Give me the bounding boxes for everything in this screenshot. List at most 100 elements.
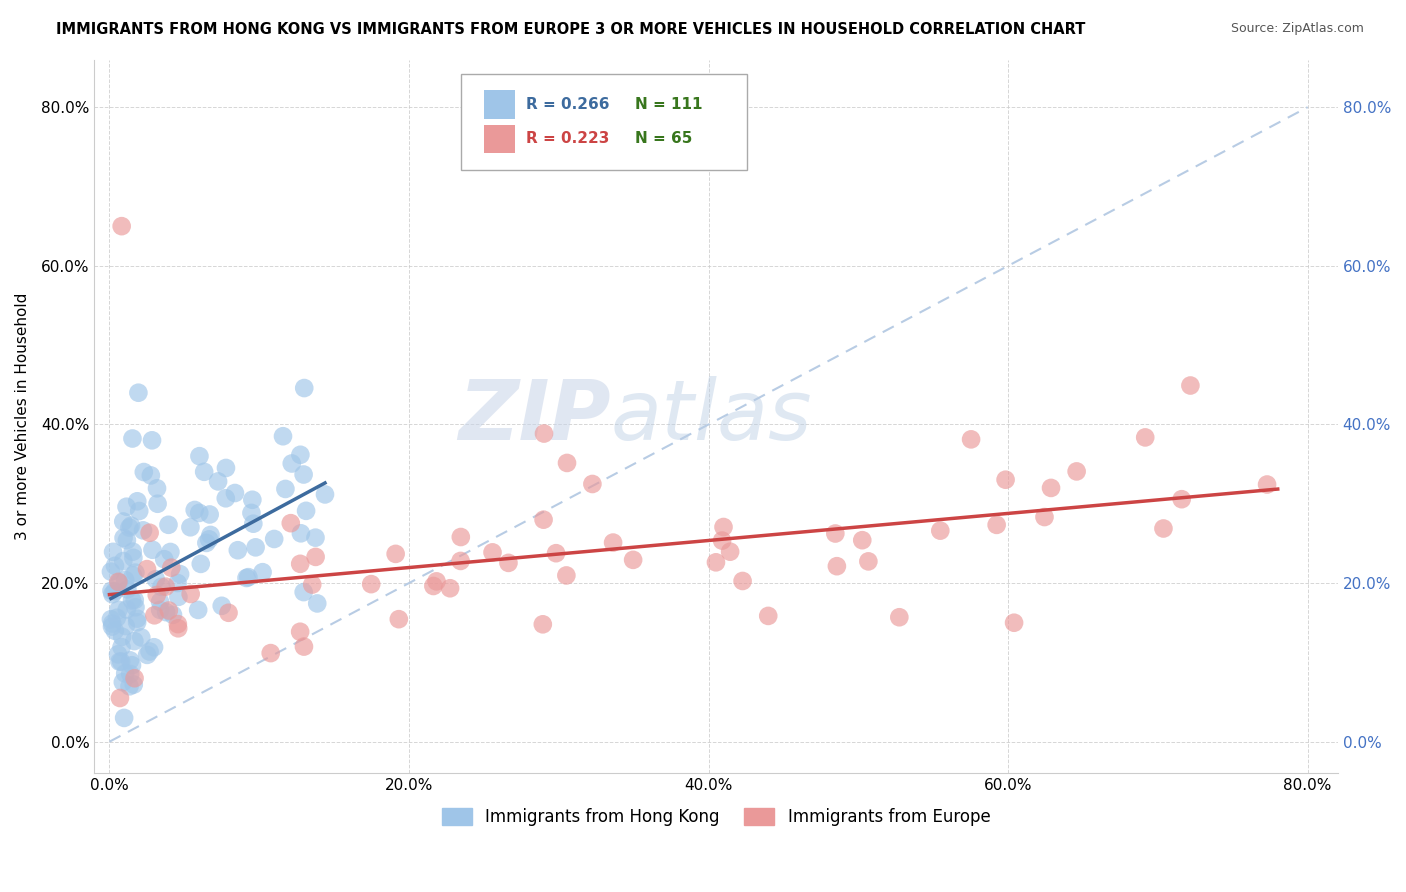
Point — [602, 535, 624, 549]
Point — [218, 606, 240, 620]
Point — [155, 605, 177, 619]
Point — [188, 506, 211, 520]
Point — [198, 533, 221, 547]
Point — [929, 524, 952, 538]
Point — [215, 461, 238, 475]
Point — [224, 486, 246, 500]
Point — [498, 556, 520, 570]
Point — [533, 426, 555, 441]
Point — [139, 468, 162, 483]
Point — [118, 653, 141, 667]
Point — [555, 456, 578, 470]
Point — [187, 603, 209, 617]
Point — [159, 545, 181, 559]
Point — [238, 570, 260, 584]
Point — [1180, 378, 1202, 392]
Text: R = 0.223: R = 0.223 — [526, 131, 609, 146]
Point — [533, 513, 555, 527]
Text: N = 111: N = 111 — [636, 97, 703, 112]
Point — [263, 532, 285, 546]
Point — [111, 675, 134, 690]
Point — [889, 610, 911, 624]
Point — [112, 531, 135, 545]
Point — [111, 219, 134, 234]
Point — [1040, 481, 1063, 495]
Point — [252, 565, 274, 579]
Point — [124, 634, 146, 648]
Point — [544, 546, 567, 560]
Point — [295, 504, 318, 518]
Point — [101, 545, 124, 559]
Point — [143, 640, 166, 655]
Text: atlas: atlas — [610, 376, 813, 457]
Point — [169, 567, 191, 582]
Point — [1256, 477, 1278, 491]
Point — [384, 547, 406, 561]
Point — [104, 624, 127, 638]
Point — [153, 552, 176, 566]
Point — [124, 566, 146, 580]
Point — [124, 593, 146, 607]
Point — [731, 574, 754, 588]
Text: Source: ZipAtlas.com: Source: ZipAtlas.com — [1230, 22, 1364, 36]
Point — [120, 518, 142, 533]
Point — [307, 596, 329, 610]
Point — [1135, 430, 1157, 444]
Point — [136, 562, 159, 576]
Point — [193, 465, 215, 479]
Point — [138, 525, 160, 540]
Point — [621, 553, 644, 567]
Point — [114, 666, 136, 681]
Point — [180, 587, 202, 601]
Point — [260, 646, 283, 660]
Point — [271, 429, 294, 443]
Point — [120, 667, 142, 681]
Point — [166, 576, 188, 591]
Point — [138, 644, 160, 658]
Point — [240, 492, 263, 507]
Point — [112, 515, 135, 529]
Point — [117, 582, 139, 597]
Point — [141, 542, 163, 557]
Point — [141, 434, 163, 448]
Point — [162, 607, 184, 622]
Point — [360, 577, 382, 591]
Point — [450, 554, 472, 568]
Point — [129, 631, 152, 645]
Point — [713, 520, 735, 534]
Point — [100, 565, 122, 579]
Point — [127, 615, 149, 630]
Point — [555, 568, 578, 582]
Point — [200, 528, 222, 542]
Point — [146, 497, 169, 511]
Point — [104, 584, 127, 599]
Point — [198, 508, 221, 522]
Point — [190, 557, 212, 571]
Point — [1066, 464, 1088, 478]
Point — [242, 516, 264, 531]
Point — [195, 536, 218, 550]
Point — [121, 658, 143, 673]
Point — [425, 574, 447, 589]
Point — [108, 655, 131, 669]
Point — [274, 482, 297, 496]
Point — [450, 530, 472, 544]
Point — [122, 568, 145, 582]
Point — [288, 624, 311, 639]
Point — [304, 549, 326, 564]
Point — [118, 520, 141, 534]
Point — [107, 603, 129, 617]
Point — [215, 491, 238, 506]
Text: R = 0.266: R = 0.266 — [526, 97, 609, 112]
Point — [301, 577, 323, 591]
Point — [157, 603, 180, 617]
Point — [104, 558, 127, 573]
Point — [439, 581, 461, 595]
Point — [121, 593, 143, 607]
Point — [155, 580, 177, 594]
Point — [235, 571, 257, 585]
Point — [188, 449, 211, 463]
Point — [136, 648, 159, 662]
Point — [704, 555, 727, 569]
Point — [115, 500, 138, 514]
